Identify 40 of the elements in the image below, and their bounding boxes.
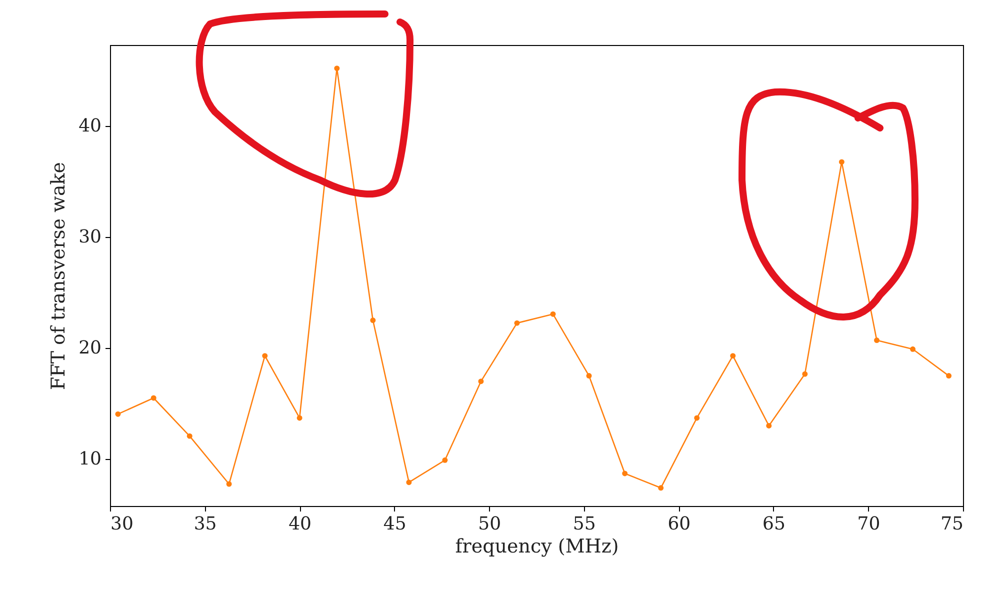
point	[694, 415, 700, 421]
x-tick-label: 60	[668, 514, 691, 534]
y-tick-label: 20	[78, 338, 102, 359]
x-tick-label: 75	[940, 514, 964, 534]
point	[406, 480, 412, 486]
point	[296, 415, 302, 421]
point	[150, 395, 156, 401]
point	[838, 159, 844, 165]
point	[370, 318, 376, 324]
point	[262, 353, 268, 359]
x-tick-label: 70	[857, 514, 880, 534]
point	[550, 311, 556, 317]
point	[334, 66, 340, 72]
point	[442, 457, 448, 463]
point	[478, 378, 484, 384]
point	[226, 481, 232, 487]
point	[874, 338, 880, 344]
point	[658, 485, 664, 491]
x-tick-label: 50	[478, 514, 502, 534]
point	[586, 373, 592, 379]
point	[766, 423, 772, 428]
y-axis-title: FFT of transverse wake	[48, 162, 70, 390]
x-tick-label: 55	[572, 514, 596, 534]
point	[946, 373, 952, 379]
y-tick-label: 30	[78, 226, 102, 248]
point	[802, 371, 808, 377]
x-axis-title: frequency (MHz)	[455, 536, 619, 558]
x-tick-label: 45	[383, 514, 406, 534]
x-tick-label: 65	[762, 514, 786, 534]
point	[115, 411, 121, 417]
point	[910, 346, 916, 352]
point	[622, 470, 628, 476]
x-tick-label: 30	[110, 514, 134, 534]
point	[186, 433, 192, 439]
x-tick-label: 40	[288, 514, 312, 534]
point	[730, 353, 736, 359]
point	[514, 320, 520, 326]
y-tick-label: 10	[78, 448, 102, 470]
x-tick-label: 35	[194, 514, 217, 534]
y-tick-label: 40	[78, 116, 102, 137]
